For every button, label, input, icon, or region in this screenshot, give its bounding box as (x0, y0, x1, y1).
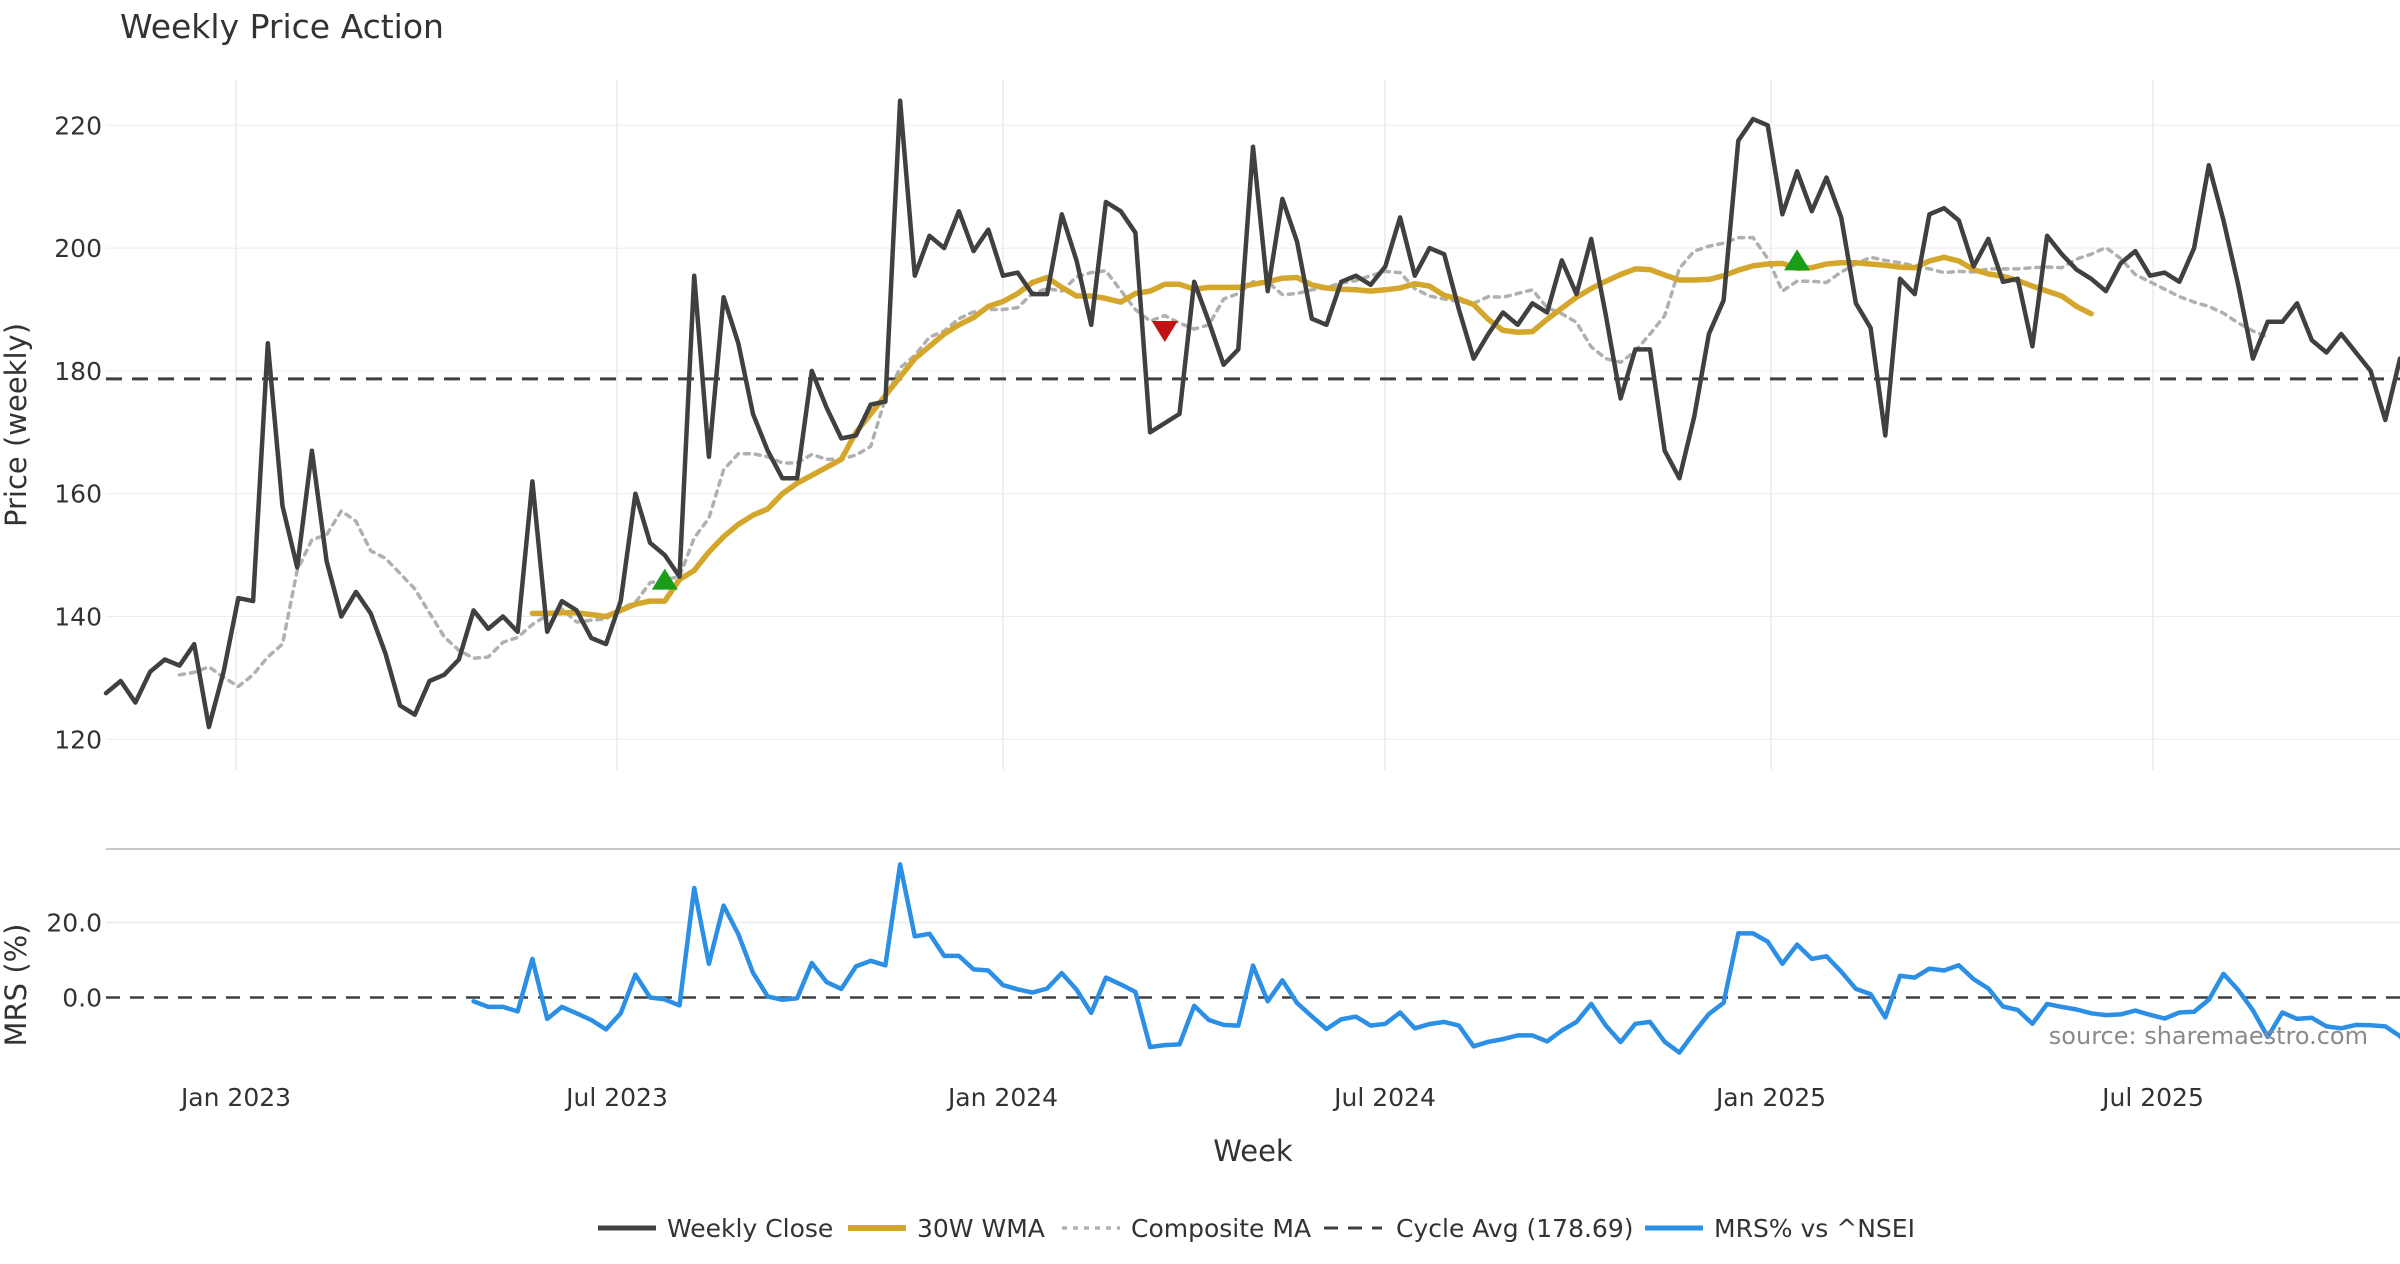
price-y-ticks: 120 140 160 180 200 220 (54, 111, 102, 754)
legend-label-4: MRS% vs ^NSEI (1714, 1214, 1915, 1243)
price-tick-label: 180 (54, 357, 102, 386)
legend-label-3: Cycle Avg (178.69) (1396, 1214, 1634, 1243)
mrs-tick-label: 20.0 (46, 909, 102, 938)
x-tick-label: Jul 2025 (2100, 1083, 2204, 1112)
signal-markers (651, 249, 1811, 590)
weekly-close-line (103, 98, 2400, 730)
source-note: source: sharemaestro.com (2049, 1022, 2368, 1050)
x-axis-label: Week (1213, 1134, 1293, 1168)
x-axis-ticks: Jan 2023 Jul 2023 Jan 2024 Jul 2024 Jan 2025… (179, 1083, 2204, 1112)
mrs-series-group (106, 862, 2400, 1055)
chart-title: Weekly Price Action (120, 7, 444, 46)
legend-label-2: Composite MA (1131, 1214, 1311, 1243)
sell-signal-marker-1 (1151, 320, 1178, 342)
legend-label-1: 30W WMA (917, 1214, 1045, 1243)
buy-signal-marker-2 (1784, 249, 1811, 271)
wma-30w-line (529, 254, 2094, 620)
mrs-y-axis-label: MRS (%) (0, 924, 33, 1047)
legend-label-0: Weekly Close (667, 1214, 833, 1243)
price-gridlines (106, 80, 2400, 770)
x-tick-label: Jan 2024 (946, 1083, 1058, 1112)
price-tick-label: 200 (54, 234, 102, 263)
mrs-y-ticks: 20.0 0.0 (46, 909, 102, 1013)
price-tick-label: 140 (54, 602, 102, 631)
price-series-group (103, 98, 2400, 730)
x-tick-label: Jan 2023 (179, 1083, 291, 1112)
price-tick-label: 120 (54, 725, 102, 754)
composite-ma-line (177, 235, 2270, 689)
mrs-tick-label: 0.0 (62, 984, 102, 1013)
x-tick-label: Jul 2023 (564, 1083, 668, 1112)
mrs-line (471, 862, 2400, 1055)
buy-signal-marker-0 (651, 568, 678, 590)
price-tick-label: 160 (54, 480, 102, 509)
price-y-axis-label: Price (weekly) (0, 323, 33, 527)
price-tick-label: 220 (54, 111, 102, 140)
chart-legend: Weekly Close 30W WMA Composite MA Cycle Avg… (598, 1214, 1915, 1243)
x-tick-label: Jan 2025 (1714, 1083, 1826, 1112)
x-tick-label: Jul 2024 (1332, 1083, 1436, 1112)
